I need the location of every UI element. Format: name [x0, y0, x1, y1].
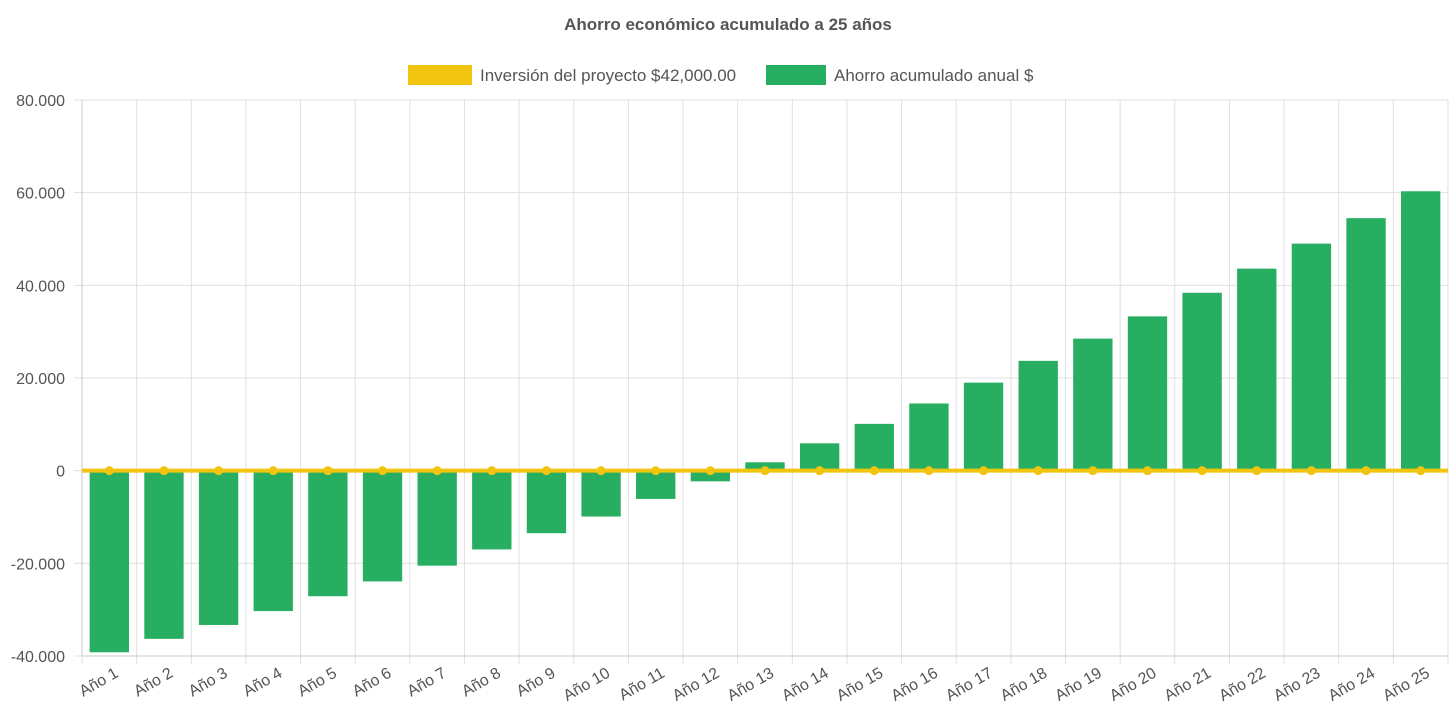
x-tick-label: Año 9: [514, 665, 559, 701]
bar-3[interactable]: [198, 470, 239, 625]
x-tick-label: Año 3: [186, 665, 231, 701]
y-tick-label: 60.000: [16, 186, 65, 203]
bar-25[interactable]: [1401, 191, 1441, 471]
legend: Inversión del proyecto $42,000.00 Ahorro …: [408, 65, 1034, 85]
line-point-3[interactable]: [214, 466, 224, 476]
bar-18[interactable]: [1018, 360, 1058, 471]
y-tick-label: -20.000: [11, 556, 65, 573]
bar-12[interactable]: [690, 470, 731, 482]
line-point-19[interactable]: [1088, 466, 1098, 476]
grid: [74, 99, 1449, 664]
x-tick-label: Año 12: [670, 665, 723, 705]
bar-9[interactable]: [526, 470, 567, 534]
x-tick-label: Año 4: [241, 665, 286, 701]
bar-20[interactable]: [1127, 316, 1168, 471]
x-tick-label: Año 1: [77, 665, 122, 701]
line-point-12[interactable]: [705, 466, 715, 476]
legend-label: Inversión del proyecto $42,000.00: [480, 66, 736, 85]
line-point-16[interactable]: [924, 466, 934, 476]
legend-savings[interactable]: Ahorro acumulado anual $: [766, 65, 1034, 85]
bar-16[interactable]: [909, 403, 949, 471]
line-point-20[interactable]: [1142, 466, 1152, 476]
x-tick-label: Año 11: [616, 665, 667, 705]
x-tick-label: Año 21: [1162, 665, 1215, 705]
bar-10[interactable]: [581, 470, 621, 517]
bar-5[interactable]: [308, 470, 348, 597]
line-point-21[interactable]: [1197, 466, 1207, 476]
bar-4[interactable]: [253, 470, 293, 612]
x-tick-label: Año 20: [1107, 665, 1160, 705]
line-point-15[interactable]: [869, 466, 879, 476]
line-point-25[interactable]: [1416, 466, 1426, 476]
line-point-9[interactable]: [541, 466, 551, 476]
bar-11[interactable]: [636, 470, 676, 499]
line-point-8[interactable]: [487, 466, 497, 476]
legend-investment[interactable]: Inversión del proyecto $42,000.00: [408, 65, 736, 85]
bar-23[interactable]: [1291, 243, 1332, 471]
line-point-6[interactable]: [378, 466, 388, 476]
x-tick-label: Año 2: [131, 665, 176, 701]
x-tick-label: Año 23: [1271, 665, 1324, 705]
x-tick-label: Año 25: [1380, 665, 1433, 705]
legend-label: Ahorro acumulado anual $: [834, 66, 1034, 85]
line-point-17[interactable]: [979, 466, 989, 476]
line-point-10[interactable]: [596, 466, 606, 476]
line-point-24[interactable]: [1361, 466, 1371, 476]
x-tick-label: Año 6: [350, 665, 395, 701]
y-tick-label: 80.000: [16, 93, 65, 110]
line-point-2[interactable]: [159, 466, 169, 476]
bar-17[interactable]: [963, 382, 1004, 471]
legend-swatch: [408, 65, 472, 85]
line-point-7[interactable]: [432, 466, 442, 476]
x-tick-label: Año 14: [779, 665, 832, 705]
line-point-11[interactable]: [651, 466, 661, 476]
bar-1[interactable]: [89, 470, 129, 653]
x-tick-label: Año 16: [888, 665, 941, 705]
x-tick-label: Año 8: [459, 665, 504, 701]
line-point-23[interactable]: [1306, 466, 1316, 476]
bar-19[interactable]: [1073, 338, 1113, 471]
line-point-18[interactable]: [1033, 466, 1043, 476]
x-tick-label: Año 10: [561, 665, 614, 705]
line-point-1[interactable]: [104, 466, 114, 476]
x-tick-label: Año 7: [404, 665, 449, 701]
x-tick-label: Año 18: [998, 665, 1051, 705]
x-tick-label: Año 5: [295, 665, 340, 701]
line-point-5[interactable]: [323, 466, 333, 476]
bar-8[interactable]: [472, 470, 512, 550]
investment-line: [82, 466, 1448, 476]
legend-swatch: [766, 65, 826, 85]
bar-22[interactable]: [1237, 268, 1277, 471]
line-point-14[interactable]: [815, 466, 825, 476]
bars: [89, 191, 1441, 653]
x-tick-label: Año 19: [1052, 665, 1105, 705]
bar-6[interactable]: [362, 470, 403, 582]
bar-2[interactable]: [144, 470, 184, 639]
bar-24[interactable]: [1346, 218, 1386, 471]
x-tick-label: Año 24: [1326, 665, 1379, 705]
x-tick-label: Año 13: [725, 665, 778, 705]
x-tick-label: Año 22: [1216, 665, 1269, 705]
bar-14[interactable]: [799, 443, 840, 471]
line-point-13[interactable]: [760, 466, 770, 476]
bar-7[interactable]: [417, 470, 457, 566]
bar-21[interactable]: [1182, 292, 1222, 471]
y-tick-label: -40.000: [11, 649, 65, 666]
bar-15[interactable]: [854, 423, 894, 471]
y-tick-label: 20.000: [16, 371, 65, 388]
x-tick-label: Año 15: [834, 665, 887, 705]
x-axis: Año 1 Año 2 Año 3 Año 4 Año 5 Año 6 Año 7 Año 8…: [77, 665, 1433, 705]
y-tick-label: 0: [56, 464, 65, 481]
line-point-4[interactable]: [268, 466, 278, 476]
line-point-22[interactable]: [1252, 466, 1262, 476]
y-tick-label: 40.000: [16, 278, 65, 295]
y-axis: 80.000 60.000 40.000 20.000 0 -20.000 -40.000: [11, 93, 65, 666]
chart-title: Ahorro económico acumulado a 25 años: [564, 15, 892, 34]
x-tick-label: Año 17: [943, 665, 996, 705]
